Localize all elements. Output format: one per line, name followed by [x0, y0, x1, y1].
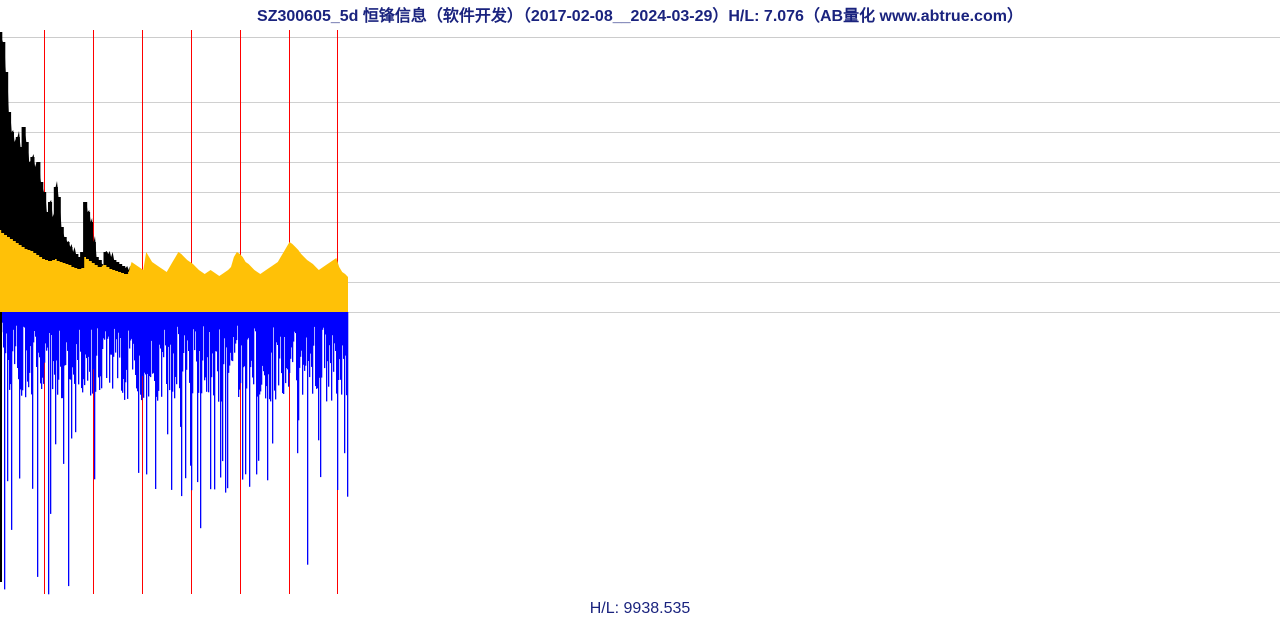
- lower-volume-chart: [0, 312, 1280, 602]
- blue-volume-series: [0, 312, 1280, 602]
- chart-footer: H/L: 9938.535: [0, 600, 1280, 618]
- upper-price-chart: [0, 22, 1280, 312]
